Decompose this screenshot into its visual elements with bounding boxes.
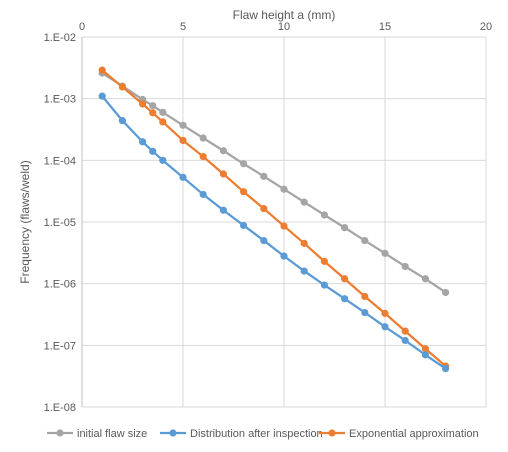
data-point [280, 185, 288, 193]
y-axis-title: Frequency (flaws/weld) [18, 160, 32, 283]
data-point [341, 295, 349, 303]
legend: initial flaw size Distribution after insp… [47, 428, 479, 440]
data-point [219, 206, 227, 214]
data-point [300, 198, 308, 206]
data-point [199, 190, 207, 199]
data-point [341, 224, 349, 232]
data-point [442, 364, 450, 373]
data-point [179, 173, 187, 181]
data-point [320, 257, 328, 265]
data-point [421, 351, 429, 359]
legend-label: Exponential approximation [349, 428, 479, 440]
y-tick-labels: 1.E-02 1.E-03 1.E-04 1.E-05 1.E-06 1.E-07 1.E-… [44, 32, 76, 414]
data-point [401, 336, 409, 345]
x-tick-label: 10 [278, 21, 290, 33]
data-point [159, 118, 167, 126]
y-tick-label: 1.E-07 [44, 340, 76, 352]
vertical-gridlines [182, 37, 487, 407]
legend-label: initial flaw size [77, 428, 147, 440]
x-tick-labels: 0 5 10 15 20 [79, 21, 492, 33]
data-point [361, 236, 369, 245]
legend-marker [56, 429, 64, 437]
data-point [260, 204, 268, 213]
legend-label: Distribution after inspection [190, 428, 323, 440]
x-tick-label: 0 [79, 21, 85, 33]
x-axis-title: Flaw height a (mm) [233, 8, 336, 22]
y-tick-label: 1.E-06 [44, 279, 76, 291]
data-point [260, 172, 268, 180]
data-point [159, 108, 167, 116]
data-point [280, 252, 288, 260]
data-point [442, 288, 450, 297]
data-point [240, 160, 248, 168]
data-point [179, 121, 187, 129]
legend-item-distribution-after-inspection: Distribution after inspection [160, 428, 323, 440]
data-point [300, 239, 308, 247]
data-point [139, 100, 147, 108]
data-point [300, 267, 308, 275]
y-tick-label: 1.E-08 [44, 402, 76, 414]
data-point [320, 211, 328, 219]
data-point [341, 275, 349, 283]
series-exponential-approximation [98, 66, 450, 370]
data-point [401, 327, 409, 335]
data-point [159, 156, 167, 164]
data-point [139, 138, 147, 146]
data-point [199, 152, 207, 161]
data-point [421, 275, 429, 283]
data-point [401, 262, 409, 271]
data-point [240, 221, 248, 230]
data-point [361, 292, 369, 301]
data-point [361, 308, 369, 317]
data-point [240, 188, 248, 196]
data-point [381, 249, 389, 257]
y-tick-label: 1.E-02 [44, 32, 76, 44]
data-point [320, 281, 328, 289]
data-point [199, 134, 207, 142]
y-tick-label: 1.E-03 [44, 94, 76, 106]
y-tick-label: 1.E-05 [44, 217, 76, 229]
series-line-distribution-after-inspection [101, 95, 447, 370]
data-point [381, 309, 389, 317]
data-point [219, 147, 227, 155]
x-tick-label: 15 [379, 21, 391, 33]
data-point [381, 323, 389, 331]
series-initial-flaw-size [98, 69, 450, 297]
data-point [280, 222, 288, 230]
x-tick-label: 20 [480, 21, 492, 33]
y-tick-label: 1.E-04 [44, 155, 76, 167]
x-tick-label: 5 [180, 21, 186, 33]
data-point [149, 102, 157, 110]
data-point [149, 147, 157, 155]
data-point [219, 170, 227, 178]
legend-item-initial-flaw-size: initial flaw size [47, 428, 147, 440]
data-point [179, 136, 187, 145]
legend-marker [328, 429, 336, 437]
data-point [98, 92, 106, 100]
data-point [260, 236, 268, 245]
data-point [118, 117, 126, 125]
data-point [118, 83, 126, 91]
data-point [98, 66, 106, 74]
series-layer [98, 66, 450, 373]
legend-marker [169, 429, 177, 437]
data-point [421, 345, 429, 353]
data-point [149, 109, 157, 117]
legend-item-exponential-approximation: Exponential approximation [319, 428, 479, 440]
series-distribution-after-inspection [98, 92, 450, 373]
